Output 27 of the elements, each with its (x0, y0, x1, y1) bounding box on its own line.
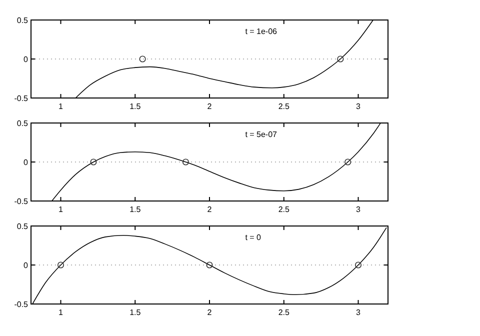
y-tick-label: -0.5 (14, 197, 29, 206)
annotation: t = 5e-07 (245, 130, 278, 139)
y-tick-label: 0.5 (16, 119, 29, 128)
x-tick-label: 1.5 (130, 308, 142, 317)
y-tick-label: 0 (24, 261, 29, 270)
x-tick-label: 1 (58, 102, 64, 111)
annotation: t = 1e-06 (245, 27, 278, 36)
x-tick-label: 2.5 (278, 205, 290, 214)
x-tick-label: 2 (207, 102, 212, 111)
x-tick-label: 1 (58, 205, 64, 214)
y-tick-label: 0.5 (16, 16, 29, 25)
y-tick-label: 0 (24, 158, 29, 167)
x-tick-label: 1 (58, 308, 64, 317)
y-tick-label: 0.5 (16, 222, 29, 231)
y-tick-label: -0.5 (14, 94, 29, 103)
x-tick-label: 3 (356, 205, 362, 214)
x-tick-label: 2.5 (278, 308, 290, 317)
x-tick-label: 2 (207, 308, 212, 317)
x-tick-label: 2 (207, 205, 212, 214)
x-tick-label: 2.5 (278, 102, 290, 111)
annotation: t = 0 (245, 233, 262, 242)
x-tick-label: 3 (356, 102, 362, 111)
x-tick-label: 1.5 (130, 102, 142, 111)
y-tick-label: -0.5 (14, 300, 29, 309)
x-tick-label: 1.5 (130, 205, 142, 214)
x-tick-label: 3 (356, 308, 362, 317)
y-tick-label: 0 (24, 55, 29, 64)
